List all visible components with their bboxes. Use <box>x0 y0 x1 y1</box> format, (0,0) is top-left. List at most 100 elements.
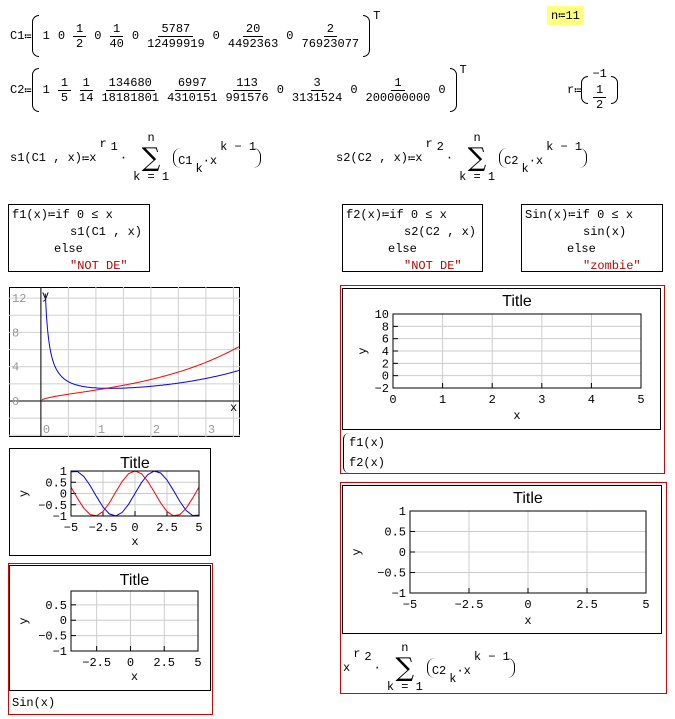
y-tick-label: −0.5 <box>38 630 67 644</box>
matrix-entries: 1 1 5 1 14 134680 18181801 6997 4310151 113 991576… <box>39 76 450 105</box>
assign-operator: ≔ <box>558 9 566 23</box>
condition: 0 ≤ x <box>76 208 113 222</box>
x-tick-label: 2 <box>153 423 160 437</box>
chart-frame <box>9 287 240 437</box>
denominator: 4310151 <box>167 90 218 105</box>
assign-operator: ≔ <box>82 151 90 166</box>
matrix-entry-fraction: 1 200000000 <box>366 76 431 105</box>
sum-lower: k = 1 <box>386 680 423 694</box>
denominator: 5 <box>60 90 69 105</box>
left-paren-icon <box>581 76 589 104</box>
transpose-mark: T <box>459 63 467 77</box>
y-tick-label: 8 <box>382 320 389 334</box>
program-line-value: sin(x) <box>583 225 627 239</box>
base-var: x <box>415 151 423 165</box>
sigma-icon: ∑ <box>467 143 487 173</box>
y-tick-label: 0 <box>60 614 67 628</box>
multiply-dot: · <box>445 151 454 165</box>
chart-title: Title <box>502 293 532 310</box>
matrix-entries: −1 1 2 <box>588 67 610 114</box>
chart-title: Title <box>513 490 543 507</box>
function-lhs: f2(x) <box>346 208 383 222</box>
term-var: C2 <box>504 154 519 168</box>
f2-program[interactable]: f2(x)≔if 0 ≤ x s2(C2 , x) else "NOT DE" <box>342 204 483 273</box>
term-var: C1 <box>178 154 193 168</box>
plot-expression[interactable]: Title −5 −2.5 0 2.5 5 1 0.5 0 −0.5 −1 x y <box>342 485 662 634</box>
term-index: k <box>195 162 203 176</box>
sin-program[interactable]: Sin(x)≔if 0 ≤ x sin(x) else "zombie" <box>521 204 663 273</box>
numerator: 3 <box>310 76 324 91</box>
x-tick-label: −5 <box>64 521 78 535</box>
y-tick-label: 0 <box>399 546 406 560</box>
matrix-entry: 0 <box>438 83 446 97</box>
multiply-dot: · <box>528 154 536 168</box>
program-line-if: Sin(x)≔if 0 ≤ x <box>525 207 659 224</box>
denominator: 2 <box>596 97 604 112</box>
term-exponent: k − 1 <box>473 650 510 664</box>
numerator: 6997 <box>174 76 210 91</box>
plot3-expression[interactable]: Sin(x) <box>12 696 56 710</box>
c2-definition[interactable]: C2 ≔ 1 1 5 1 14 134680 18181801 6997 4310151 113 991… <box>10 63 467 112</box>
left-paren-icon <box>31 68 39 112</box>
plot-area <box>392 313 642 389</box>
numerator: 1 <box>57 76 72 91</box>
program-line-value: s1(C1 , x) <box>70 225 143 239</box>
legend-f2[interactable]: f2(x) <box>349 456 386 470</box>
matrix-entry: 0 <box>276 83 284 97</box>
term-exponent: k − 1 <box>546 140 583 154</box>
denominator: 4492363 <box>227 36 279 51</box>
y-tick-label: 1 <box>60 465 67 479</box>
denominator: 991576 <box>225 90 269 105</box>
r-definition[interactable]: r ≔ −1 1 2 <box>567 67 618 112</box>
y-tick-label: −2 <box>375 382 389 396</box>
n-definition[interactable]: n ≔ 11 <box>547 6 584 25</box>
assign-operator: ≔ <box>408 151 416 166</box>
f1-program[interactable]: f1(x)≔if 0 ≤ x s1(C1 , x) else "NOT DE" <box>8 204 150 273</box>
numerator: 1 <box>593 83 607 98</box>
numerator: 2 <box>323 22 337 37</box>
n-value: 11 <box>565 8 580 23</box>
summation: n ∑ k = 1 <box>459 132 495 184</box>
program-line-else: else <box>54 242 83 256</box>
series-line-0 <box>70 470 200 517</box>
sum-upper: n <box>401 641 409 655</box>
function-lhs: s2(C2 , x) <box>336 151 409 165</box>
series-line-f2 <box>41 346 240 401</box>
right-paren-icon <box>610 76 618 104</box>
numerator: 1 <box>73 22 87 37</box>
x-axis-label: x <box>131 535 138 549</box>
s2-definition[interactable]: s2(C2 , x) ≔ x r 2 · n ∑ k = 1 C2 k · x k − 1 <box>336 132 588 184</box>
term-var: C2 <box>431 664 447 678</box>
matrix-entry-fraction: 5787 12499919 <box>147 22 205 51</box>
plot-sin-cos[interactable]: Title−5 −2.5 0 2.5 510.50−0.5−1xy <box>9 448 211 556</box>
numerator: 1 <box>79 76 93 91</box>
plot-sin-empty[interactable]: Title−2.5 0 2.5 50.50−0.5−1xy <box>9 565 211 691</box>
matrix-entry: 0 <box>131 29 140 43</box>
exp-var: r <box>425 137 433 151</box>
assign-operator: ≔ <box>574 83 582 98</box>
s1-definition[interactable]: s1(C1 , x) ≔ x r 1 · n ∑ k = 1 C1 k · x k − 1 <box>10 132 262 184</box>
y-tick-label: 0 <box>12 395 19 409</box>
matrix-entry: 0 <box>212 29 220 43</box>
matrix-entry: 1 <box>42 29 50 43</box>
matrix-entry-fraction: 113 991576 <box>225 76 268 105</box>
y-tick-label: 6 <box>382 333 389 347</box>
program-line-if: f1(x)≔if 0 ≤ x <box>12 207 146 224</box>
x-tick-label: 4 <box>588 393 595 407</box>
c1-definition[interactable]: C1 ≔ 1 0 1 2 0 1 40 0 5787 12499919 0 20 4492363 0 2 7692… <box>10 9 380 57</box>
plot5-expression[interactable]: x r 2 · n ∑ k = 1 C2 k · x k − 1 <box>343 642 515 694</box>
legend-f1[interactable]: f1(x) <box>349 436 386 450</box>
numerator: 1 <box>110 22 124 37</box>
term-exponent: k − 1 <box>220 140 257 154</box>
matrix-entry-fraction: 134680 18181801 <box>101 76 159 105</box>
matrix-entry-fraction: 6997 4310151 <box>167 76 217 105</box>
multiply-dot: · <box>456 664 464 678</box>
y-tick-label: −0.5 <box>38 499 67 513</box>
matrix-entry: 1 <box>42 83 50 97</box>
program-line-if: f2(x)≔if 0 ≤ x <box>346 207 479 224</box>
keyword-if: if <box>55 208 70 222</box>
